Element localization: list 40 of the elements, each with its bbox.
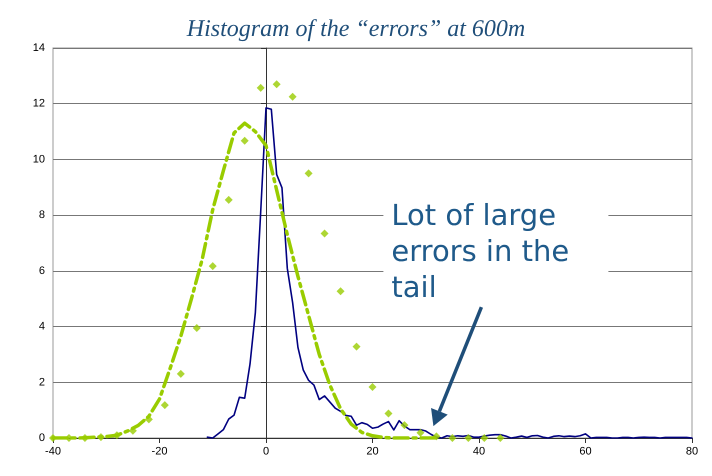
point xyxy=(336,287,345,296)
point xyxy=(416,428,424,437)
point xyxy=(176,370,185,378)
point xyxy=(208,262,217,270)
x-tick-label: 40 xyxy=(472,446,486,458)
y-tick-label: 6 xyxy=(38,264,45,277)
y-tick-label: 8 xyxy=(38,209,45,222)
point xyxy=(224,196,233,204)
point xyxy=(256,84,265,92)
point xyxy=(496,434,504,442)
y-tick-label: 2 xyxy=(38,376,45,388)
x-tick-label: 20 xyxy=(366,446,379,458)
point xyxy=(288,92,297,101)
point xyxy=(432,432,440,440)
y-tick-label: 12 xyxy=(32,98,45,110)
x-tick-label: 0 xyxy=(262,446,270,458)
chart-title: Histogram of the “errors” at 600m xyxy=(186,16,526,42)
point xyxy=(352,342,361,351)
point xyxy=(464,434,472,442)
y-tick-label: 4 xyxy=(38,320,45,333)
point xyxy=(304,169,313,178)
point xyxy=(480,434,488,442)
y-tick-label: 14 xyxy=(32,42,45,54)
x-tick-label: 60 xyxy=(579,446,592,458)
y-tick-label: 0 xyxy=(38,432,45,444)
point xyxy=(384,409,392,418)
x-tick-label: 80 xyxy=(686,446,698,458)
point xyxy=(320,230,329,238)
x-tick-label: -40 xyxy=(45,446,61,458)
point xyxy=(400,421,408,430)
point xyxy=(240,136,249,145)
point xyxy=(448,434,456,442)
point xyxy=(368,383,376,392)
point xyxy=(272,80,281,88)
y-tick-label: 10 xyxy=(32,153,45,166)
x-tick-label: -20 xyxy=(152,446,168,458)
point xyxy=(160,401,169,410)
annotation: Lot of large errors in the tail xyxy=(391,198,578,304)
point xyxy=(192,324,201,332)
point xyxy=(96,433,105,442)
